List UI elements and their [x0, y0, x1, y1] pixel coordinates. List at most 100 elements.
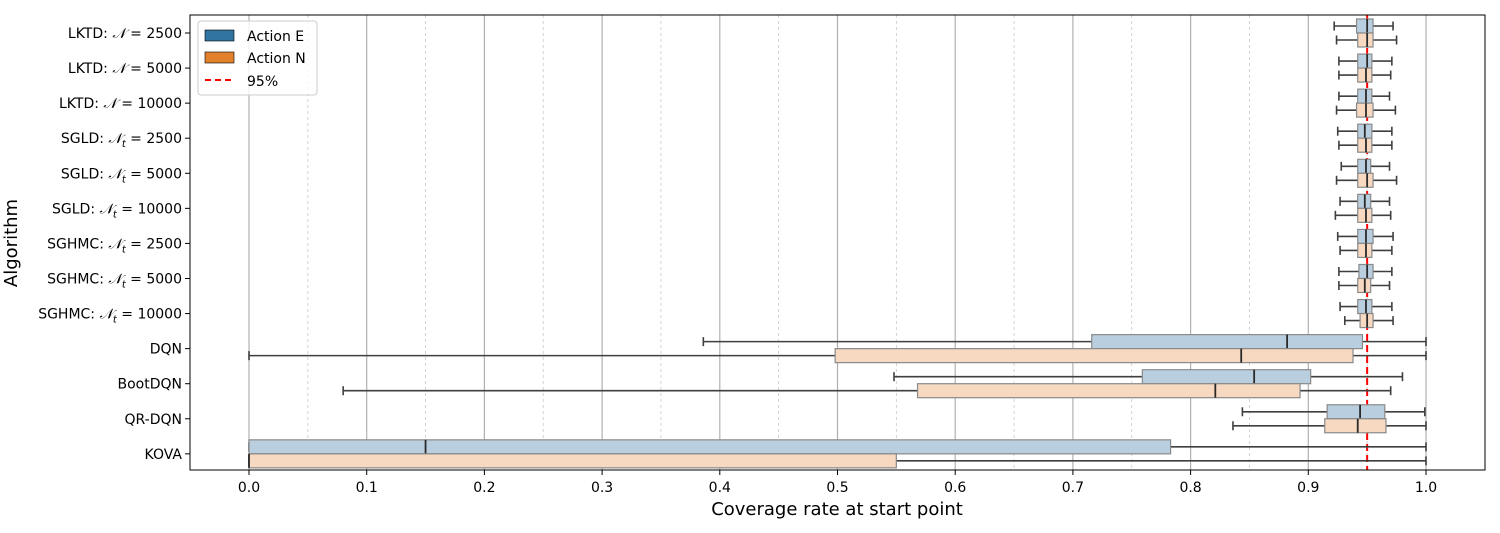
y-tick-label: LKTD: 𝒩 = 5000 [68, 61, 182, 77]
y-tick-label: LKTD: 𝒩 = 10000 [59, 96, 182, 112]
box-action-n [248, 453, 1427, 469]
y-tick-label-part: LKTD: [68, 26, 112, 42]
x-tick-label: 0.5 [826, 480, 848, 496]
y-tick-label-part: = 5000 [126, 166, 182, 182]
x-tick-label: 0.9 [1297, 480, 1319, 496]
box-action-e [1339, 193, 1391, 209]
y-tick-label-part: t [113, 315, 118, 326]
y-axis-title: Algorithm [1, 199, 22, 287]
iqr-box [1091, 334, 1364, 350]
box-action-n [1338, 137, 1393, 153]
box-action-e [1333, 18, 1394, 34]
x-tick-label: 0.1 [356, 480, 378, 496]
box-action-n [342, 383, 1392, 399]
y-tick-label-part: t [122, 279, 127, 290]
x-tick-label: 0.0 [238, 480, 260, 496]
y-tick-label: SGLD: 𝒩t = 10000 [52, 201, 182, 220]
y-tick-label-part: SGLD: [61, 131, 108, 147]
iqr-box [1355, 18, 1374, 34]
y-tick-label-part: = 2500 [126, 26, 182, 42]
y-axis-ticks: LKTD: 𝒩 = 2500 LKTD: 𝒩 = 5000 LKTD: 𝒩 = 10… [38, 26, 190, 463]
box-action-n [1335, 102, 1397, 118]
x-tick-label: 0.8 [1179, 480, 1201, 496]
box-action-n [1335, 172, 1398, 188]
y-tick-label-part: SGHMC: [47, 271, 108, 287]
y-tick-label: SGHMC: 𝒩t = 2500 [47, 236, 182, 255]
iqr-box [1357, 53, 1373, 69]
box-action-e [702, 334, 1427, 350]
box-action-e [1336, 228, 1394, 245]
box-action-n [1339, 242, 1393, 259]
box-action-e [893, 369, 1404, 385]
iqr-box [1357, 88, 1373, 104]
box-action-n [1232, 418, 1427, 434]
iqr-box [1357, 172, 1374, 188]
y-tick-label: DQN [150, 342, 182, 358]
box-action-e [1241, 404, 1426, 420]
box-action-n [1343, 312, 1394, 329]
legend-swatch-action-n [204, 51, 235, 64]
iqr-box [1324, 418, 1387, 434]
legend: Action E Action N 95% [197, 20, 318, 96]
box-action-e [1338, 53, 1393, 69]
iqr-box [1357, 67, 1373, 83]
iqr-box [1355, 102, 1374, 118]
box-action-n [1338, 67, 1392, 83]
y-tick-label-part: t [122, 244, 127, 255]
y-tick-label: SGHMC: 𝒩t = 10000 [38, 307, 182, 326]
y-tick-label-part: = 5000 [126, 61, 182, 77]
box-layer [248, 18, 1427, 469]
y-tick-label-part: LKTD: [59, 96, 103, 112]
y-tick-label-part: SGLD: [61, 166, 108, 182]
x-tick-label: 0.4 [709, 480, 731, 496]
box-action-n [1338, 277, 1391, 294]
iqr-box [1357, 137, 1373, 153]
x-axis-ticks: 0.0 0.1 0.2 0.3 0.4 0.5 0.6 0.7 0.8 0.9 1.0 [238, 470, 1437, 496]
iqr-box [1357, 242, 1373, 259]
y-tick-label-part: = 10000 [117, 96, 182, 112]
y-tick-label: LKTD: 𝒩 = 2500 [68, 26, 182, 42]
y-tick-label-part: KOVA [145, 447, 183, 463]
box-action-e [1339, 298, 1393, 315]
iqr-box [1357, 298, 1373, 315]
iqr-box [1357, 32, 1374, 48]
y-tick-label-part: = 2500 [126, 131, 182, 147]
box-action-n [1334, 207, 1392, 223]
y-tick-label-part: t [122, 174, 127, 185]
y-tick-label: KOVA [145, 447, 183, 463]
y-tick-label-part: = 10000 [117, 201, 182, 217]
y-tick-label-part: BootDQN [118, 377, 183, 393]
box-action-e [1336, 123, 1393, 139]
y-tick-label-part: SGHMC: [47, 236, 108, 252]
box-action-e [1340, 158, 1391, 174]
iqr-box [1357, 207, 1373, 223]
y-tick-label: QR-DQN [124, 412, 182, 428]
box-action-e [1338, 263, 1393, 280]
iqr-box [1326, 404, 1386, 420]
y-tick-label-part: LKTD: [68, 61, 112, 77]
iqr-box [834, 348, 1354, 364]
y-tick-label: BootDQN [118, 377, 183, 393]
y-tick-label-part: = 10000 [117, 307, 182, 323]
y-tick-label-part: QR-DQN [124, 412, 182, 428]
y-tick-label-part: SGLD: [52, 201, 99, 217]
iqr-box [1141, 369, 1312, 385]
legend-label-action-e: Action E [247, 29, 304, 45]
iqr-box [916, 383, 1301, 399]
iqr-box [1358, 263, 1374, 280]
legend-swatch-action-e [204, 29, 235, 42]
box-action-n [248, 348, 1427, 364]
x-tick-label: 0.7 [1062, 480, 1084, 496]
box-action-n [1335, 32, 1398, 48]
y-tick-label: SGHMC: 𝒩t = 5000 [47, 271, 182, 290]
y-tick-label-part: SGHMC: [38, 307, 99, 323]
box-action-e [1338, 88, 1391, 104]
y-tick-label-part: t [122, 139, 127, 150]
x-axis-title: Coverage rate at start point [711, 499, 963, 520]
y-tick-label-part: t [113, 209, 118, 220]
iqr-box [1357, 158, 1372, 174]
iqr-box [248, 453, 897, 469]
grid-layer [248, 15, 1427, 470]
x-tick-label: 0.2 [473, 480, 495, 496]
